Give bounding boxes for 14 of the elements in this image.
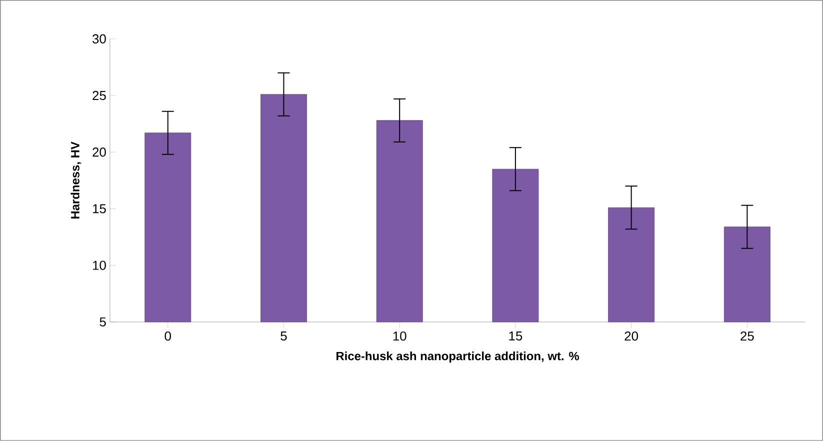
x-tick-label: 20 xyxy=(624,332,638,341)
y-tick-label: 20 xyxy=(92,148,106,157)
x-tick-label: 0 xyxy=(164,332,171,341)
x-tick-label: 15 xyxy=(509,332,522,341)
y-tick-label: 25 xyxy=(92,90,106,100)
x-axis-title: Rice-husk ash nanoparticle addition, wt. % xyxy=(336,352,580,363)
y-tick-label: 10 xyxy=(92,260,106,270)
x-tick-label: 10 xyxy=(393,332,406,341)
x-tick-label: 25 xyxy=(740,332,754,341)
y-tick-label: 5 xyxy=(100,317,106,327)
y-tick-label: 15 xyxy=(92,204,106,214)
x-tick-label: 5 xyxy=(280,332,287,341)
y-tick-label: 30 xyxy=(92,34,106,44)
y-axis-title: Hardness, HV xyxy=(70,142,82,219)
